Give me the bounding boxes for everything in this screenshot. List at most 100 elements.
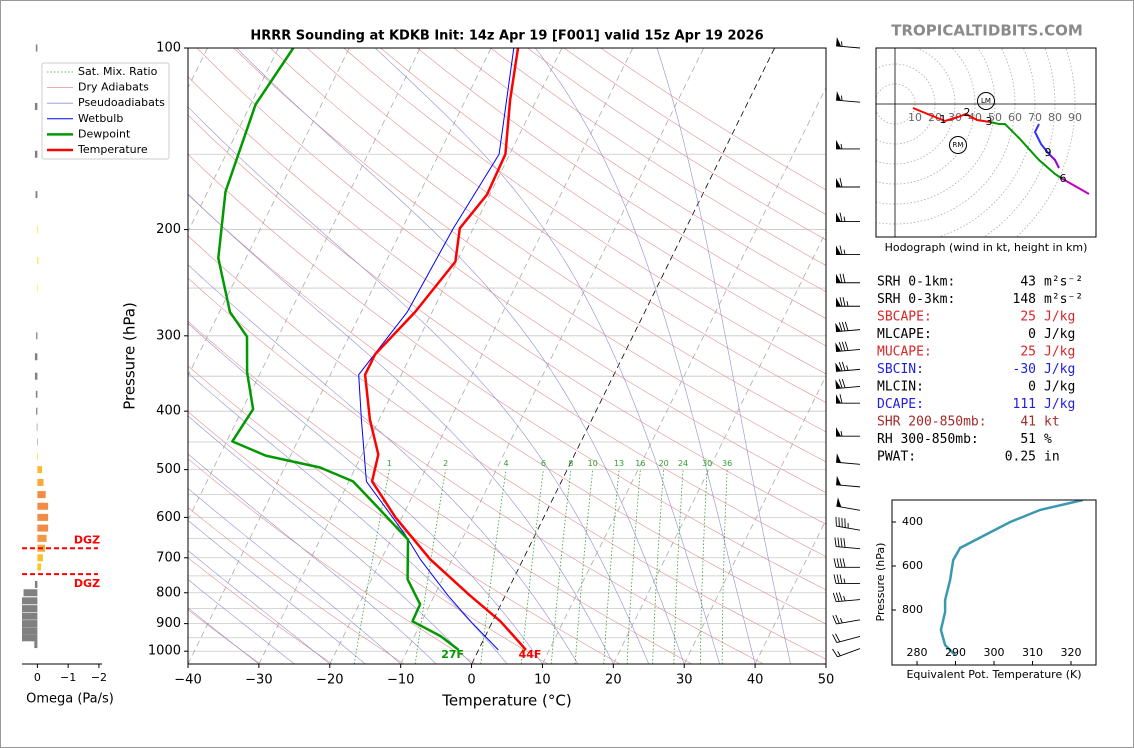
omega-bar [22,627,38,635]
info-unit: J/kg [1044,362,1075,377]
omega-bar [34,641,38,649]
thetae-y-tick-label: 400 [902,515,923,528]
omega-bar [34,353,38,361]
omega-bar [35,390,38,398]
mixing-ratio-label: 6 [541,459,546,468]
barb-flag [836,139,841,149]
pseudoadiabat [188,415,472,664]
omega-label: Omega (Pa/s) [26,692,114,707]
info-label: SHR 200-850mb: [877,415,987,430]
storm-motion [977,92,995,110]
omega-bar [37,452,38,460]
info-value: 148 [1013,292,1036,307]
barb-staff [836,245,860,256]
info-label: SBCIN: [877,362,924,377]
hodograph-caption: Hodograph (wind in kt, height in km) [885,241,1088,254]
mixing-ratio-label: 2 [443,459,448,468]
wind-barb [835,361,861,372]
omega-tick-label: 0 [34,671,41,684]
y-tick-label: 100 [156,41,181,56]
pseudoadiabat [535,48,756,664]
x-tick-label: 0 [467,673,475,688]
barb-flag [836,394,841,404]
barb-flag [835,342,842,352]
isotherm [683,374,826,664]
omega-bar [37,554,43,562]
mixing-ratio-label: 1 [387,459,392,468]
omega-bar [23,589,38,597]
barb-flag [836,297,841,307]
chart-title: HRRR Sounding at KDKB Init: 14z Apr 19 [… [250,29,763,44]
barb-flag [836,475,842,486]
x-tick-label: 20 [605,673,622,688]
omega-bar [37,563,42,571]
wind-barb [836,139,860,150]
omega-tick-label: −2 [91,671,107,684]
hodo-frame [875,47,1097,238]
omega-bar [22,634,38,642]
isotherm [542,86,826,664]
barb-staff [836,361,861,372]
isotherm [471,48,775,664]
thetae-x-tick-label: 310 [1022,646,1043,659]
dry-adiabat [188,320,692,664]
hodo-height-label: 2 [964,106,971,119]
pseudoadiabat [188,264,579,664]
dry-adiabat [188,609,261,664]
info-label: PWAT: [877,450,916,465]
omega-bar [37,524,49,532]
x-tick-label: 40 [747,673,764,688]
omega-bar [37,438,38,446]
y-tick-label: 500 [156,462,181,477]
barb-flag [836,497,842,508]
hodo-height-label: 1 [940,113,947,126]
pseudoadiabat [188,453,437,664]
omega-bar [34,580,38,588]
info-unit: J/kg [1044,345,1075,360]
thetae-line [939,500,1084,656]
barb-staff [836,212,860,223]
legend-label: Pseudoadiabats [78,96,165,109]
barb-staff [836,505,861,511]
wind-barb [836,475,861,488]
pseudoadiabat [374,48,720,664]
surface-label: 44F [519,648,542,661]
y-tick-label: 700 [156,550,181,565]
info-value: 0 [1028,380,1036,395]
hodo-ring-label: 50 [988,111,1002,124]
hodo-ring-label: 10 [908,111,922,124]
dry-adiabat [188,114,826,557]
dry-adiabat [188,76,826,525]
mixing-ratio-line [603,469,620,664]
dry-adiabat [270,48,826,433]
pseudoadiabat [188,488,401,664]
omega-bar [37,513,49,521]
omega-bar [37,491,46,499]
info-unit: % [1044,432,1052,447]
barb-staff [833,574,860,584]
plot-frame [187,47,827,665]
hodo-ring-label: 70 [1028,111,1042,124]
barb-flag [836,427,841,437]
dry-adiabat [380,48,826,347]
omega-tick-label: −1 [60,671,76,684]
isotherm [754,519,826,664]
axes: −40 −30 −20 −10 0 10 20 30 40 5010020030040050060… [22,41,834,688]
wind-barb [833,558,860,568]
barb-staff [836,273,860,284]
barb-staff [836,321,861,333]
dry-adiabat [188,411,549,664]
info-unit: m²s⁻² [1044,292,1083,307]
y-tick-label: 200 [156,222,181,237]
surface-label: 27F [441,648,464,661]
barb-staff [836,297,860,307]
omega-bar [37,534,47,542]
wind-barb [832,648,861,658]
pseudoadiabat [188,519,366,664]
info-value: 0 [1028,327,1036,342]
thetae-x-tick-label: 280 [907,646,928,659]
mixing-ratio-line [574,469,594,664]
thetae-plot [939,500,1084,656]
